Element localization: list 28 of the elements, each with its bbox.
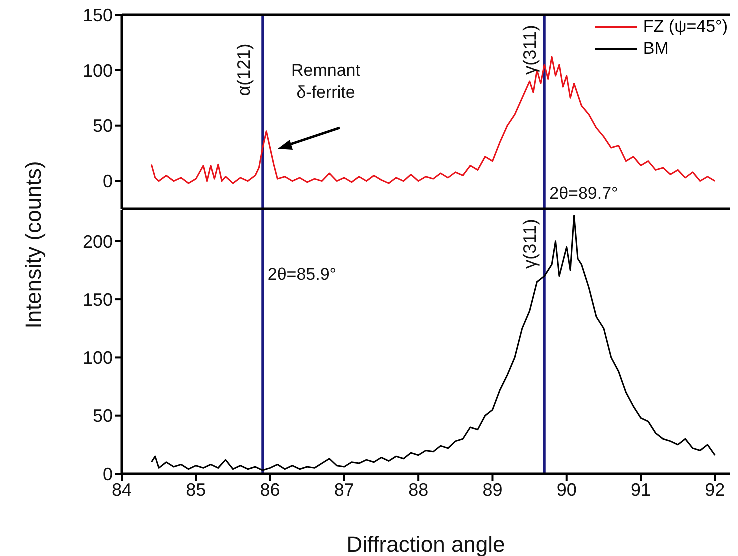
x-tick-label: 85	[186, 480, 206, 500]
y-tick-label: 150	[82, 290, 113, 310]
y-tick-label: 0	[102, 464, 113, 484]
x-tick-label: 89	[482, 480, 503, 500]
annotation: γ(311)	[520, 219, 540, 269]
x-tick-label: 84	[112, 480, 132, 500]
y-tick-label: 50	[92, 406, 113, 426]
text: BM	[643, 39, 669, 58]
annotation: Remnant δ-ferrite	[292, 61, 361, 102]
legend-label: FZ (ψ=45°)	[643, 17, 728, 37]
annotation: α(121)	[234, 44, 254, 96]
y-tick-label: 200	[82, 232, 113, 252]
x-tick-label: 90	[556, 480, 577, 500]
x-tick-label: 91	[631, 480, 652, 500]
y-tick-label: 150	[82, 5, 113, 26]
x-tick-label: 87	[334, 480, 354, 500]
y-tick-label: 100	[82, 60, 113, 81]
x-tick-label: 92	[705, 480, 726, 500]
y-axis-title: Intensity (counts)	[21, 161, 47, 329]
ref-line-label: 2θ=89.7°	[550, 184, 618, 203]
ref-line-label: 2θ=85.9°	[268, 265, 337, 284]
x-tick-label: 88	[408, 480, 429, 500]
y-tick-label: 50	[92, 116, 113, 136]
line-series	[150, 215, 716, 472]
y-tick-label: 100	[82, 348, 113, 368]
x-tick-label: 86	[260, 480, 280, 500]
y-tick-label: 0	[102, 172, 113, 192]
annotation: γ(311)	[520, 25, 540, 75]
